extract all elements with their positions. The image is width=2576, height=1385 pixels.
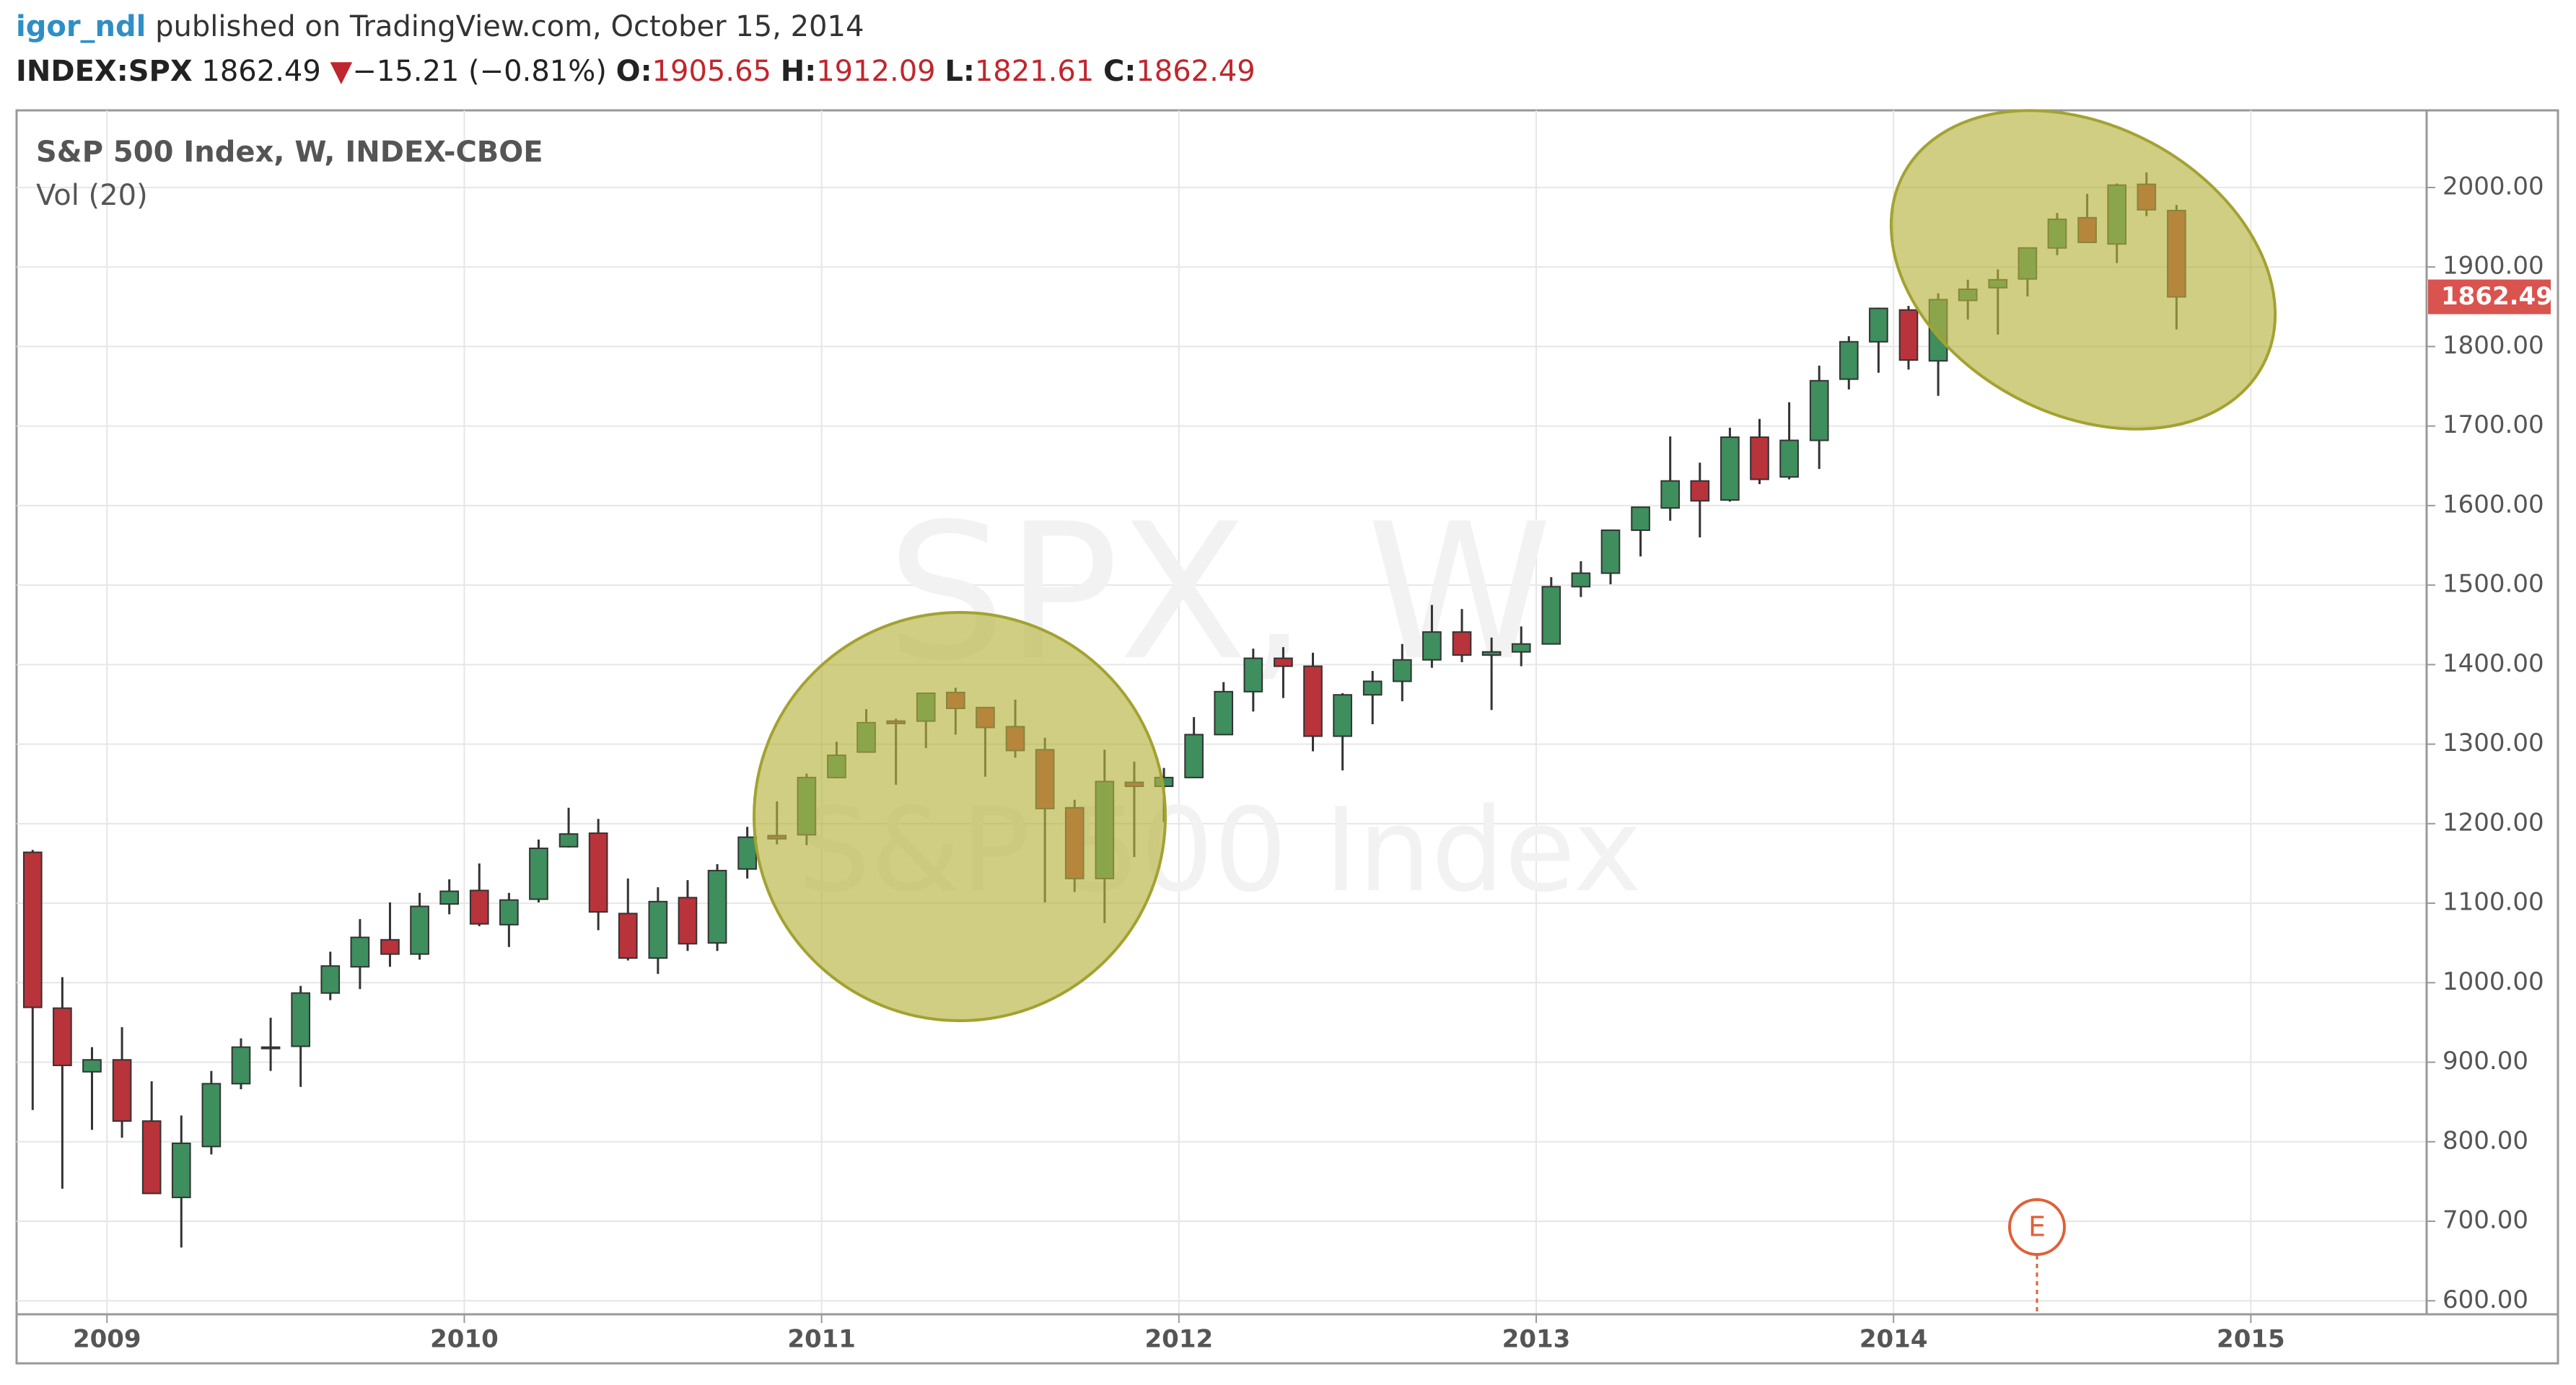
ohlc-value: 1912.09 <box>816 55 936 88</box>
candle-body <box>171 1142 191 1198</box>
y-tick-label: 2000.00 <box>2443 172 2544 201</box>
y-tick-label: 1900.00 <box>2443 252 2544 281</box>
x-tick-label: 2015 <box>2217 1325 2285 1354</box>
y-tick-label: 1700.00 <box>2443 410 2544 439</box>
candle-body <box>112 1059 132 1122</box>
chart-subtitle: Vol (20) <box>36 179 148 212</box>
candle-body <box>499 899 519 925</box>
published: published on TradingView.com, October 15… <box>155 10 864 43</box>
candle-body <box>1303 665 1323 737</box>
candle-body <box>320 965 341 994</box>
earnings-marker[interactable] <box>2008 1198 2066 1256</box>
candle-body <box>618 913 638 959</box>
candle-body <box>1690 480 1710 502</box>
candle-body <box>737 836 757 870</box>
candle-body <box>439 890 459 905</box>
candle-body <box>1750 436 1769 480</box>
candle-body <box>1898 309 1919 361</box>
candle-body <box>1243 657 1263 692</box>
candle-body <box>291 992 310 1047</box>
candle-body <box>469 889 489 925</box>
y-tick-label: 800.00 <box>2443 1126 2528 1155</box>
last: 1862.49 <box>201 55 321 88</box>
candle-body <box>1362 680 1383 696</box>
last-price-label: 1862.49 <box>2441 282 2553 311</box>
candle-body <box>1571 572 1591 588</box>
x-tick-label: 2013 <box>1502 1325 1571 1354</box>
candle-body <box>22 851 43 1008</box>
y-tick-label: 1100.00 <box>2443 888 2544 917</box>
candle-body <box>1481 651 1502 656</box>
candle-body <box>1541 586 1561 645</box>
x-tick-label: 2010 <box>430 1325 499 1354</box>
candle-body <box>1631 506 1650 532</box>
header-line: igor_ndl published on TradingView.com, O… <box>16 10 864 43</box>
chart-title: S&P 500 Index, W, INDEX-CBOE <box>36 136 543 169</box>
author[interactable]: igor_ndl <box>16 10 146 43</box>
x-tick-label: 2011 <box>787 1325 856 1354</box>
candle-body <box>707 869 727 944</box>
down-arrow: ▼ <box>330 55 353 88</box>
y-tick-label: 1400.00 <box>2443 649 2544 678</box>
candle-body <box>588 832 608 913</box>
y-tick-label: 900.00 <box>2443 1047 2528 1076</box>
y-tick-label: 1300.00 <box>2443 729 2544 757</box>
candle-body <box>380 938 400 955</box>
candle-body <box>1600 529 1621 574</box>
candle-body <box>529 848 548 900</box>
quote-line: INDEX:SPX 1862.49 ▼−15.21 (−0.81%) O:190… <box>16 55 1256 88</box>
candle-body <box>1779 439 1799 478</box>
x-tick-label: 2009 <box>73 1325 141 1354</box>
y-tick-label: 1600.00 <box>2443 490 2544 519</box>
candle-body <box>1452 631 1472 656</box>
candle-body <box>1274 657 1293 667</box>
ohlc-value: 1821.61 <box>974 55 1095 88</box>
y-tick-label: 1200.00 <box>2443 808 2544 837</box>
highlight-ellipse <box>1889 109 2277 431</box>
candle-body <box>1511 643 1531 653</box>
candle-body <box>231 1046 251 1085</box>
symbol: INDEX:SPX <box>16 55 193 88</box>
last-price-box <box>2428 279 2551 315</box>
ohlc-value: 1905.65 <box>652 55 771 88</box>
candle-body <box>1869 307 1888 343</box>
x-tick-label: 2014 <box>1859 1325 1928 1354</box>
candle-body <box>201 1083 222 1148</box>
ohlc-key: C: <box>1103 55 1136 88</box>
candle-body <box>1720 436 1740 501</box>
ohlc-value: 1862.49 <box>1136 55 1256 88</box>
candle-body <box>82 1059 102 1073</box>
candle-body <box>558 833 579 848</box>
y-tick-label: 600.00 <box>2443 1285 2528 1314</box>
candle-body <box>1839 340 1859 380</box>
candle-body <box>141 1120 162 1195</box>
x-tick-label: 2012 <box>1145 1325 1214 1354</box>
candle-body <box>350 936 370 968</box>
candle-body <box>1214 690 1234 736</box>
y-tick-label: 1500.00 <box>2443 570 2544 599</box>
candle-body <box>678 897 698 945</box>
change: −15.21 (−0.81%) <box>352 55 607 88</box>
candle-body <box>1422 631 1442 661</box>
candle-body <box>53 1007 72 1066</box>
candle-body <box>1333 694 1352 737</box>
ohlc-key: H: <box>780 55 817 88</box>
candle-body <box>410 905 429 955</box>
y-tick-label: 1800.00 <box>2443 331 2544 360</box>
ohlc-key: O: <box>615 55 652 88</box>
candle-body <box>1660 480 1681 509</box>
candle-body <box>1392 659 1412 682</box>
ohlc-key: L: <box>945 55 975 88</box>
candle-body <box>1809 379 1829 441</box>
candle-body <box>260 1046 281 1050</box>
highlight-ellipse <box>753 611 1167 1022</box>
y-tick-label: 700.00 <box>2443 1206 2528 1235</box>
y-tick-label: 1000.00 <box>2443 967 2544 996</box>
earnings-label: E <box>2028 1211 2046 1243</box>
candle-body <box>1184 734 1204 778</box>
candle-body <box>648 900 668 959</box>
